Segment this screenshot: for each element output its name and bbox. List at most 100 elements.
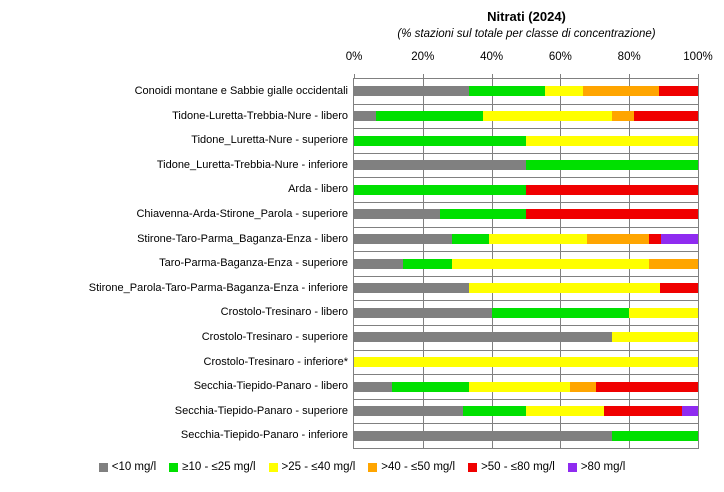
bar-segment <box>526 160 698 171</box>
legend-swatch <box>98 462 108 472</box>
bar-row <box>354 381 698 392</box>
category-label: Crostolo-Tresinaro - superiore <box>201 331 348 343</box>
horizontal-gridline <box>354 374 698 376</box>
horizontal-gridline <box>354 128 698 130</box>
legend-item: <10 mg/l <box>98 461 156 473</box>
horizontal-gridline <box>354 349 698 351</box>
bar-segment <box>354 86 469 97</box>
bar-segment <box>611 110 634 121</box>
x-tick-mark <box>560 74 562 79</box>
horizontal-gridline <box>354 300 698 302</box>
bar-segment <box>633 110 698 121</box>
bar-segment <box>354 209 440 220</box>
x-tick-mark <box>354 74 355 79</box>
bar-segment <box>354 356 698 367</box>
bar-segment <box>440 209 526 220</box>
bar-segment <box>612 430 698 441</box>
bar-segment <box>354 135 526 146</box>
bar-segment <box>648 233 662 244</box>
category-label: Taro-Parma-Baganza-Enza - superiore <box>159 257 348 270</box>
bar-segment <box>468 381 571 392</box>
x-tick-label: 80% <box>617 51 641 63</box>
category-label: Conoidi montane e Sabbie gialle occident… <box>134 85 348 97</box>
bar-segment <box>612 332 698 343</box>
legend-label: >25 - ≤40 mg/l <box>281 461 356 473</box>
bar-row <box>354 209 698 220</box>
bar-segment <box>570 381 596 392</box>
bar-segment <box>354 283 469 294</box>
horizontal-gridline <box>354 325 698 326</box>
bar-segment <box>403 258 453 269</box>
x-axis: 0% 20% 40% 60% 80% 100% <box>0 0 724 79</box>
bar-segment <box>648 258 698 269</box>
bar-segment <box>583 86 660 97</box>
bar-segment <box>354 307 492 318</box>
category-label: Stirone_Parola-Taro-Parma-Baganza-Enza -… <box>88 281 348 294</box>
bar-row <box>354 406 698 417</box>
bar-row <box>354 160 698 171</box>
legend: <10 mg/l ≥10 - ≤25 mg/l >25 - ≤40 mg/l >40 … <box>0 461 724 473</box>
bar-segment <box>468 283 660 294</box>
bar-segment <box>375 110 483 121</box>
bar-segment <box>468 86 545 97</box>
bar-segment <box>392 381 469 392</box>
horizontal-gridline <box>354 398 698 400</box>
legend-swatch <box>368 462 378 472</box>
bar-segment <box>354 381 393 392</box>
bar-segment <box>525 406 605 417</box>
bar-segment <box>354 406 464 417</box>
category-label: Crostolo-Tresinaro - inferiore* <box>203 355 348 368</box>
bar-segment <box>354 160 526 171</box>
horizontal-gridline <box>354 152 698 154</box>
x-tick-label: 60% <box>548 51 572 63</box>
bar-row <box>354 184 698 195</box>
bar-segment <box>354 332 612 343</box>
category-label: Tidone-Luretta-Trebbia-Nure - libero <box>172 109 348 122</box>
category-label: Arda - libero <box>288 183 348 196</box>
legend-swatch <box>468 462 478 472</box>
bar-row <box>354 258 698 269</box>
bar-segment <box>354 110 376 121</box>
legend-item: >40 - ≤50 mg/l <box>368 461 455 473</box>
x-tick-mark <box>629 74 631 79</box>
x-tick-label: 40% <box>480 51 504 63</box>
category-label: Tidone_Luretta-Nure - superiore <box>191 134 348 147</box>
bar-segment <box>463 406 526 417</box>
bar-segment <box>526 184 698 195</box>
bar-row <box>354 135 698 146</box>
bar-segment <box>491 307 630 318</box>
legend-label: ≥10 - ≤25 mg/l <box>182 461 256 473</box>
bar-segment <box>452 233 490 244</box>
x-tick-label: 0% <box>345 51 363 63</box>
x-tick-mark <box>491 74 493 79</box>
x-tick-mark <box>698 74 699 79</box>
horizontal-gridline <box>354 275 698 277</box>
bar-row <box>354 332 698 343</box>
legend-swatch <box>268 462 278 472</box>
bar-row <box>354 430 698 441</box>
x-tick-label: 100% <box>683 51 713 63</box>
horizontal-gridline <box>354 103 698 105</box>
category-label: Crostolo-Tresinaro - libero <box>220 306 348 319</box>
bar-segment <box>526 135 698 146</box>
bar-row <box>354 356 698 367</box>
bar-segment <box>526 209 698 220</box>
category-label: Secchia-Tiepido-Panaro - superiore <box>174 404 348 417</box>
bar-row <box>354 307 698 318</box>
horizontal-gridline <box>354 202 698 203</box>
x-tick-label: 20% <box>411 51 435 63</box>
bar-segment <box>452 258 649 269</box>
horizontal-gridline <box>354 423 698 425</box>
category-label: Chiavenna-Arda-Stirone_Parola - superior… <box>136 208 348 220</box>
plot-area <box>353 78 699 449</box>
category-label: Secchia-Tiepido-Panaro - libero <box>193 380 348 393</box>
bar-segment <box>659 283 698 294</box>
category-label: Secchia-Tiepido-Panaro - inferiore <box>180 429 348 442</box>
bar-segment <box>354 233 453 244</box>
legend-label: >80 mg/l <box>580 461 626 473</box>
horizontal-gridline <box>354 177 698 179</box>
bar-segment <box>482 110 612 121</box>
chart-title: Nitrati (2024) <box>487 9 566 24</box>
bar-segment <box>354 184 526 195</box>
